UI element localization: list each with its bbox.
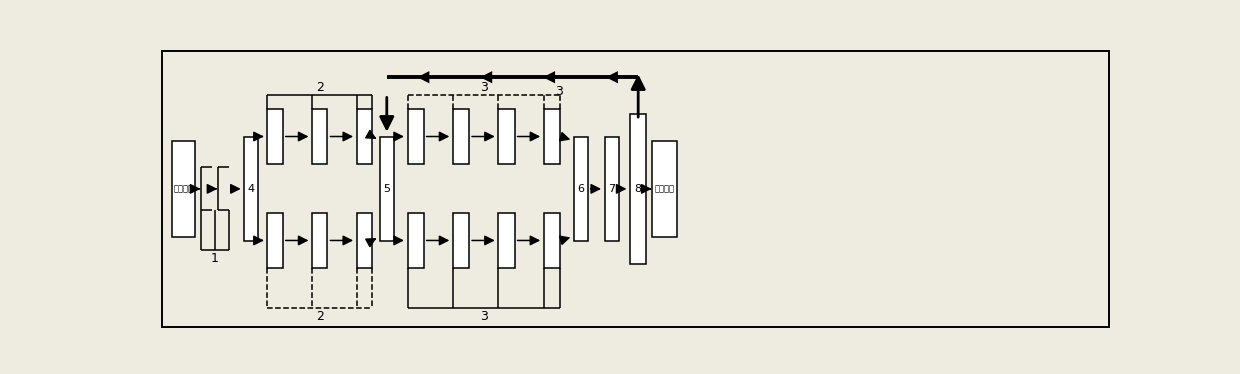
Text: 8: 8 [635, 184, 642, 194]
Bar [574, 137, 588, 241]
Bar [312, 109, 327, 164]
Bar [172, 141, 195, 237]
Bar [357, 213, 372, 268]
Text: 4: 4 [248, 184, 255, 194]
Bar [408, 213, 424, 268]
Bar [312, 213, 327, 268]
Bar [630, 114, 646, 264]
Bar [498, 109, 515, 164]
Text: 5: 5 [383, 184, 391, 194]
Bar [357, 109, 372, 164]
Bar [498, 213, 515, 268]
Text: 3: 3 [554, 85, 563, 98]
Bar [652, 141, 677, 237]
Text: 2: 2 [316, 81, 324, 94]
Text: 7: 7 [608, 184, 615, 194]
Bar [268, 213, 283, 268]
Bar [453, 213, 469, 268]
Bar [453, 109, 469, 164]
Bar [544, 109, 560, 164]
Bar [244, 137, 258, 241]
Text: 2: 2 [316, 310, 324, 323]
Bar [605, 137, 619, 241]
Bar [268, 109, 283, 164]
Bar [379, 137, 394, 241]
Text: 清水出口: 清水出口 [655, 184, 675, 193]
Text: 1: 1 [211, 252, 219, 266]
Text: 3: 3 [480, 81, 487, 94]
Text: 6: 6 [578, 184, 584, 194]
Bar [408, 109, 424, 164]
Text: 3: 3 [480, 310, 487, 323]
Text: 废水进口: 废水进口 [174, 184, 193, 193]
Bar [544, 213, 560, 268]
